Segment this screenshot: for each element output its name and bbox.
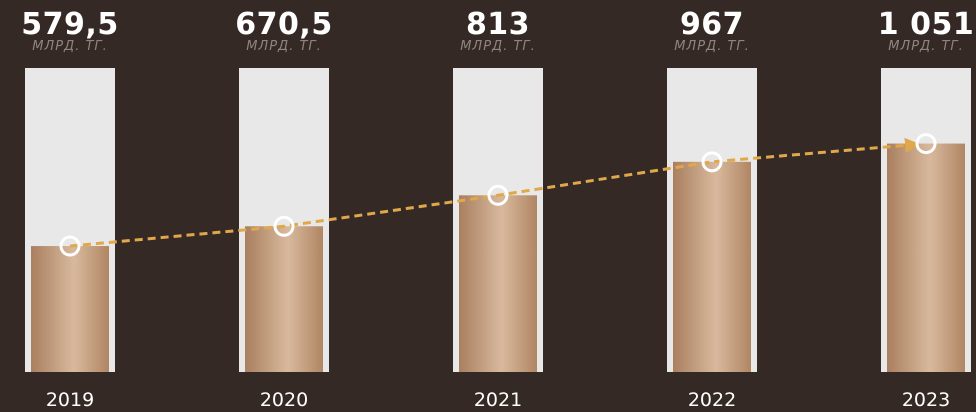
- value-label-2020: 670,5: [235, 7, 333, 42]
- year-label-2022: 2022: [687, 389, 737, 411]
- bar-2022: [673, 161, 751, 372]
- trend-point-2020: [273, 215, 295, 237]
- bar-2021: [459, 195, 537, 372]
- bar-2019: [31, 246, 109, 372]
- bar-2023: [887, 143, 965, 372]
- year-label-2023: 2023: [901, 389, 951, 411]
- value-label-2022: 967: [679, 7, 745, 42]
- unit-label-2023: МЛРД. ТГ.: [888, 39, 964, 54]
- trend-point-2023: [915, 133, 937, 155]
- unit-label-2022: МЛРД. ТГ.: [674, 39, 750, 54]
- bar-2020: [245, 226, 323, 372]
- value-label-2023: 1 051: [877, 7, 975, 42]
- trend-point-2019: [59, 235, 81, 257]
- trend-point-2022: [701, 151, 723, 173]
- trend-line: [69, 137, 921, 248]
- year-label-2021: 2021: [473, 389, 523, 411]
- unit-label-2019: МЛРД. ТГ.: [32, 39, 108, 54]
- unit-label-2021: МЛРД. ТГ.: [460, 39, 536, 54]
- trend-point-2021: [487, 184, 509, 206]
- value-label-2019: 579,5: [21, 7, 119, 42]
- year-label-2020: 2020: [259, 389, 309, 411]
- unit-label-2020: МЛРД. ТГ.: [246, 39, 322, 54]
- value-label-2021: 813: [465, 7, 531, 42]
- year-label-2019: 2019: [45, 389, 95, 411]
